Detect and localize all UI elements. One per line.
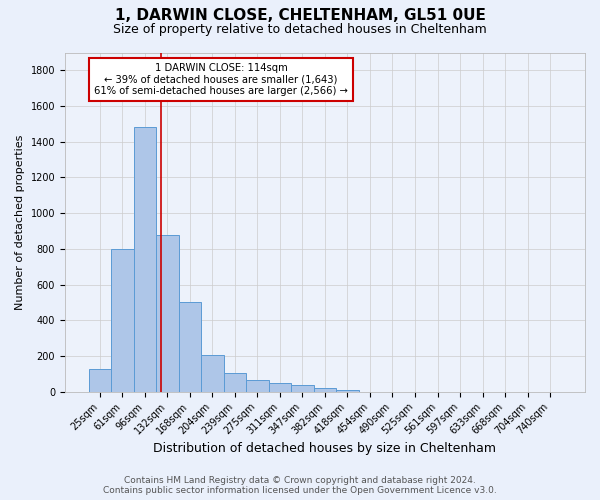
- Text: Contains HM Land Registry data © Crown copyright and database right 2024.
Contai: Contains HM Land Registry data © Crown c…: [103, 476, 497, 495]
- Bar: [246, 380, 269, 392]
- Bar: [336, 390, 359, 392]
- Bar: [314, 388, 336, 392]
- Text: 1 DARWIN CLOSE: 114sqm
← 39% of detached houses are smaller (1,643)
61% of semi-: 1 DARWIN CLOSE: 114sqm ← 39% of detached…: [94, 62, 348, 96]
- Text: Size of property relative to detached houses in Cheltenham: Size of property relative to detached ho…: [113, 22, 487, 36]
- Bar: [134, 128, 156, 392]
- Bar: [269, 383, 291, 392]
- X-axis label: Distribution of detached houses by size in Cheltenham: Distribution of detached houses by size …: [154, 442, 496, 455]
- Bar: [179, 302, 201, 392]
- Text: 1, DARWIN CLOSE, CHELTENHAM, GL51 0UE: 1, DARWIN CLOSE, CHELTENHAM, GL51 0UE: [115, 8, 485, 22]
- Y-axis label: Number of detached properties: Number of detached properties: [15, 134, 25, 310]
- Bar: [224, 373, 246, 392]
- Bar: [111, 249, 134, 392]
- Bar: [89, 368, 111, 392]
- Bar: [156, 234, 179, 392]
- Bar: [291, 386, 314, 392]
- Bar: [201, 355, 224, 392]
